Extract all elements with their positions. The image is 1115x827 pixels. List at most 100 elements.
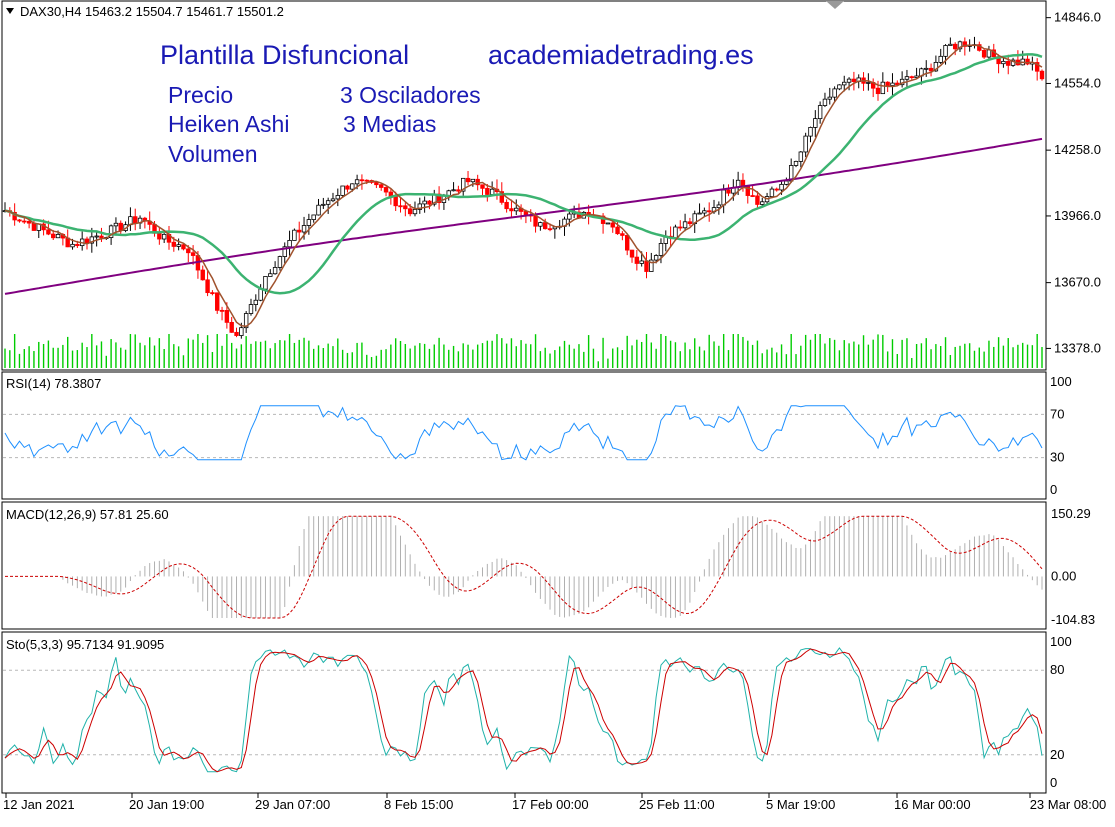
macd-panel-frame: [1, 501, 1047, 630]
candle-body: [697, 212, 702, 215]
candle-body: [99, 235, 104, 239]
price-tick-label: 14258.0: [1054, 142, 1101, 157]
candle-body: [379, 184, 384, 188]
candle-body: [769, 188, 775, 197]
x-tick-label: 12 Jan 2021: [3, 797, 75, 812]
price-panel: [2, 36, 1045, 368]
price-tick-label: 14554.0: [1054, 75, 1101, 90]
macd-tick-label: -104.83: [1051, 612, 1095, 627]
candle-body: [745, 185, 750, 196]
sto-tick-label: 80: [1050, 662, 1064, 677]
candle-body: [798, 151, 804, 162]
candle-body: [248, 304, 254, 314]
candle-body: [938, 55, 943, 63]
macd-signal-line: [5, 515, 1043, 619]
candle-body: [740, 179, 746, 187]
sto-main-line: [4, 647, 1043, 773]
candle-body: [750, 195, 755, 197]
candle-body: [504, 201, 509, 210]
candle-body: [306, 219, 312, 226]
candle-body: [374, 182, 379, 186]
candle-body: [866, 82, 871, 84]
candle-body: [779, 183, 784, 191]
candle-body: [485, 187, 490, 195]
candle-body: [263, 276, 268, 290]
candle-body: [875, 87, 881, 95]
candle-body: [17, 219, 22, 222]
candle-body: [924, 67, 929, 70]
dropdown-triangle-icon[interactable]: [6, 8, 14, 14]
macd-tick-label: 150.29: [1051, 506, 1091, 521]
macd-panel: [5, 515, 1043, 619]
candle-body: [803, 135, 808, 153]
candle-body: [176, 244, 181, 247]
candle-body: [456, 189, 461, 192]
sto-tick-label: 20: [1050, 747, 1064, 762]
candle-body: [702, 210, 707, 214]
candle-body: [716, 204, 722, 209]
candle-body: [706, 210, 712, 213]
candle-body: [538, 222, 543, 227]
candle-body: [682, 221, 688, 229]
candle-body: [547, 228, 553, 231]
scroll-marker-icon[interactable]: [826, 1, 844, 9]
candle-body: [842, 81, 847, 86]
candle-body: [1006, 60, 1011, 66]
legend-medias: 3 Medias: [343, 111, 436, 137]
candle-body: [948, 43, 953, 46]
candle-body: [986, 49, 992, 58]
candle-body: [846, 78, 852, 83]
x-tick-label: 29 Jan 07:00: [255, 797, 330, 812]
candle-body: [615, 226, 620, 235]
candle-body: [962, 41, 968, 47]
candle-body: [813, 118, 818, 128]
candle-body: [181, 244, 186, 250]
candle-body: [625, 235, 630, 251]
x-tick-label: 17 Feb 00:00: [512, 797, 589, 812]
candle-body: [46, 229, 51, 235]
candle-body: [774, 188, 779, 191]
candle-body: [1025, 58, 1030, 65]
candle-body: [475, 178, 480, 186]
candle-body: [403, 205, 408, 210]
price-tick-label: 13378.0: [1054, 340, 1101, 355]
candle-body: [422, 200, 427, 205]
candle-body: [301, 225, 307, 233]
candle-body: [340, 185, 345, 196]
x-tick-label: 16 Mar 00:00: [894, 797, 971, 812]
sto-tick-label: 0: [1050, 775, 1057, 790]
candle-body: [480, 184, 485, 189]
candle-body: [412, 209, 418, 215]
candle-body: [981, 49, 987, 58]
candle-body: [157, 232, 162, 240]
price-tick-label: 13670.0: [1054, 275, 1101, 290]
candle-body: [687, 221, 693, 225]
candle-body: [885, 81, 890, 86]
sto-panel: [3, 647, 1045, 773]
axes-layer: 14846.0 14554.0 14258.0 13966.0 13670.0 13378…: [3, 10, 1106, 812]
candle-body: [253, 299, 259, 305]
symbol-label: DAX30,H4 15463.2 15504.7 15461.7 15501.2: [20, 4, 284, 19]
candle-body: [827, 96, 832, 100]
candle-body: [465, 177, 471, 183]
macd-tick-label: 0.00: [1051, 568, 1076, 583]
candle-body: [957, 41, 963, 50]
candle-body: [200, 269, 205, 281]
candle-body: [644, 260, 649, 272]
candle-body: [461, 177, 466, 192]
candle-body: [70, 243, 75, 248]
legend-volumen: Volumen: [168, 141, 258, 167]
sto-label: Sto(5,3,3) 95.7134 91.9095: [6, 637, 164, 652]
candle-body: [316, 204, 321, 216]
candle-body: [335, 195, 341, 200]
rsi-tick-label: 30: [1050, 450, 1064, 465]
candle-body: [451, 189, 456, 192]
candle-body: [31, 222, 37, 231]
candle-body: [325, 200, 331, 205]
candle-body: [51, 233, 56, 239]
candle-body: [890, 82, 895, 86]
candle-body: [1001, 60, 1006, 65]
candle-body: [499, 191, 504, 203]
